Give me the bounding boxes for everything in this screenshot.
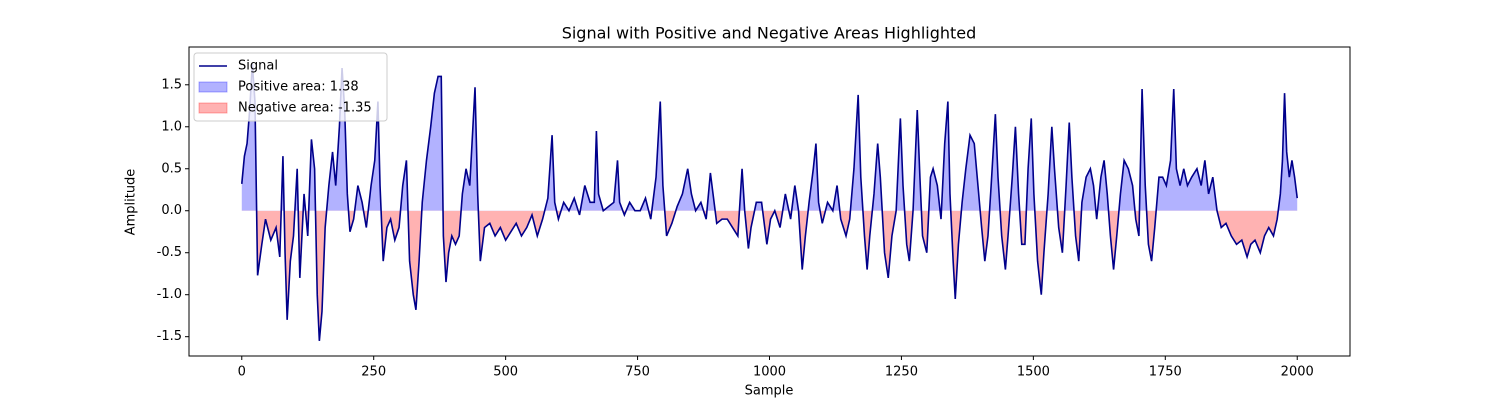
legend-box [193,52,388,122]
legend-label: Signal [238,59,278,74]
y-tick-label: 0.0 [161,203,182,218]
plot-frame [188,46,1351,357]
x-tick-label: 500 [493,365,518,380]
x-tick-label: 1250 [885,365,918,380]
x-tick-label: 2000 [1281,365,1314,380]
y-tick-label: -1.0 [157,287,182,302]
legend-label: Negative area: -1.35 [238,101,372,116]
x-tick-label: 0 [238,365,246,380]
x-tick-label: 250 [361,365,386,380]
legend-swatch [198,81,228,93]
signal-line [240,63,1299,341]
y-tick-label: 1.5 [161,77,182,92]
y-axis-label: Amplitude [124,169,139,236]
y-tick-label: 0.5 [161,161,182,176]
chart-title: Signal with Positive and Negative Areas … [562,24,977,43]
y-tick-label: -0.5 [157,245,182,260]
x-tick-label: 1000 [753,365,786,380]
legend-swatch [198,102,228,114]
x-axis-label: Sample [745,384,794,399]
x-tick-label: 1750 [1149,365,1182,380]
legend-label: Positive area: 1.38 [238,80,359,95]
x-tick-label: 1500 [1017,365,1050,380]
x-tick-label: 750 [625,365,650,380]
area-fill [256,210,1279,341]
y-tick-label: 1.0 [161,119,182,134]
y-tick-label: -1.5 [157,329,182,344]
